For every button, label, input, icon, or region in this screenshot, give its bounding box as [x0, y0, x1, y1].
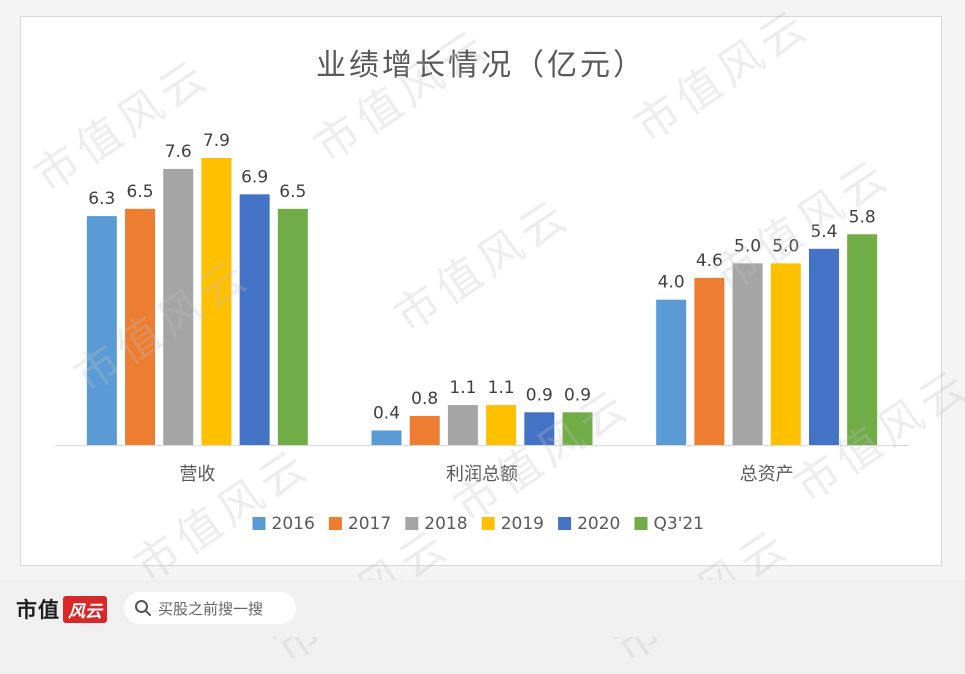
- search-input[interactable]: 买股之前搜一搜: [124, 592, 296, 624]
- bar-2019-总资产: [770, 263, 801, 445]
- footer-bar: 市值 风云 买股之前搜一搜: [0, 580, 965, 637]
- bar-2017-营收: [125, 208, 156, 445]
- legend-label-2018: 2018: [424, 514, 467, 534]
- x-tick-label: 总资产: [740, 464, 794, 485]
- bar-2017-总资产: [694, 277, 725, 445]
- data-label: 4.0: [658, 273, 685, 293]
- data-label: 6.5: [279, 182, 306, 202]
- brand-logo[interactable]: 市值 风云: [16, 594, 107, 624]
- legend-label-Q3'21: Q3'21: [654, 514, 705, 534]
- data-label: 6.3: [88, 189, 115, 209]
- legend-label-2016: 2016: [272, 514, 315, 534]
- search-icon: [135, 600, 151, 616]
- bar-2018-利润总额: [447, 405, 478, 445]
- bar-2016-利润总额: [371, 430, 402, 445]
- data-label: 5.0: [772, 236, 799, 256]
- chart-title: 业绩增长情况（亿元）: [316, 48, 646, 83]
- data-label: 5.0: [734, 236, 761, 256]
- brand-name: 市值: [16, 598, 60, 622]
- data-label: 6.5: [127, 182, 154, 202]
- bar-2020-总资产: [808, 248, 839, 445]
- data-label: 4.6: [696, 251, 723, 271]
- chart-frame: 业绩增长情况（亿元） 6.3 6.5 7.6 7.9 6.9 6.5 营收 0.4 0.8 1.1 1…: [20, 0, 965, 673]
- bar-2017-利润总额: [409, 415, 440, 445]
- data-label: 0.9: [526, 385, 553, 405]
- data-label: 7.6: [165, 142, 192, 162]
- legend-swatch-2016: [252, 517, 266, 530]
- x-tick-label: 利润总额: [446, 464, 518, 485]
- bar-2020-营收: [239, 194, 270, 445]
- bar-2018-总资产: [732, 263, 763, 445]
- data-label: 0.9: [564, 385, 591, 405]
- brand-seal: 风云: [63, 595, 107, 623]
- bar-Q3'21-利润总额: [562, 412, 593, 445]
- search-placeholder: 买股之前搜一搜: [158, 599, 264, 618]
- legend-swatch-2020: [558, 517, 572, 530]
- data-label: 7.9: [203, 131, 230, 151]
- data-label: 1.1: [488, 378, 515, 398]
- data-label: 0.4: [373, 403, 400, 423]
- data-label: 6.9: [241, 167, 268, 187]
- bar-2016-营收: [86, 216, 117, 445]
- legend-label-2020: 2020: [577, 514, 620, 534]
- bar-2019-营收: [201, 158, 232, 445]
- bar-chart: 业绩增长情况（亿元） 6.3 6.5 7.6 7.9 6.9 6.5 营收 0.4 0.8 1.1 1…: [55, 48, 909, 534]
- bar-2016-总资产: [656, 299, 687, 445]
- data-label: 1.1: [449, 378, 476, 398]
- legend-swatch-2018: [405, 517, 419, 530]
- legend-label-2019: 2019: [501, 514, 544, 534]
- bar-2020-利润总额: [524, 412, 555, 445]
- legend-label-2017: 2017: [348, 514, 391, 534]
- bar-Q3'21-营收: [277, 208, 308, 445]
- legend-swatch-2017: [328, 517, 342, 530]
- chart-card: 业绩增长情况（亿元） 6.3 6.5 7.6 7.9 6.9 6.5 营收 0.4 0.8 1.1 1…: [20, 16, 942, 566]
- x-tick-label: 营收: [179, 464, 215, 485]
- bar-Q3'21-总资产: [847, 234, 878, 445]
- legend-swatch-2019: [481, 517, 495, 530]
- data-label: 0.8: [411, 389, 438, 409]
- bar-2019-利润总额: [486, 405, 517, 445]
- bar-2018-营收: [163, 168, 194, 445]
- legend-swatch-Q3'21: [634, 517, 648, 530]
- data-label: 5.8: [849, 207, 876, 227]
- data-label: 5.4: [810, 222, 837, 242]
